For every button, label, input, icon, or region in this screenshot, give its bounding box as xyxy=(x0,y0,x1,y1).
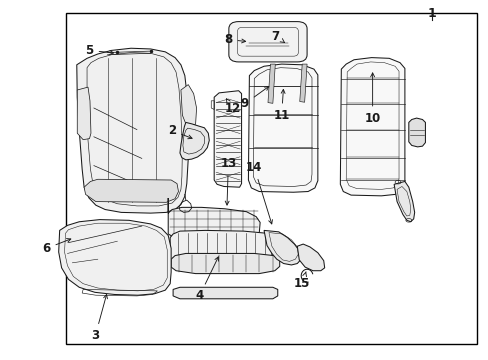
Polygon shape xyxy=(297,244,324,271)
Text: 11: 11 xyxy=(273,89,289,122)
Polygon shape xyxy=(214,91,241,187)
Polygon shape xyxy=(77,48,188,213)
Text: 1: 1 xyxy=(427,7,436,20)
Polygon shape xyxy=(84,179,178,202)
FancyBboxPatch shape xyxy=(228,22,306,62)
Bar xyxy=(66,13,476,344)
Text: 6: 6 xyxy=(42,239,71,255)
Text: 12: 12 xyxy=(224,99,241,115)
Text: 14: 14 xyxy=(245,161,272,224)
Polygon shape xyxy=(173,287,277,299)
Polygon shape xyxy=(171,253,279,274)
Text: 10: 10 xyxy=(364,73,380,125)
Polygon shape xyxy=(248,64,317,192)
Text: 8: 8 xyxy=(224,33,245,46)
Text: 2: 2 xyxy=(168,124,192,139)
Polygon shape xyxy=(264,230,301,265)
Text: 7: 7 xyxy=(271,30,284,42)
Text: 3: 3 xyxy=(91,294,107,342)
Text: 4: 4 xyxy=(195,257,218,302)
Polygon shape xyxy=(267,64,275,103)
Text: 5: 5 xyxy=(85,44,113,57)
Polygon shape xyxy=(180,122,209,160)
Polygon shape xyxy=(168,198,260,239)
Text: 15: 15 xyxy=(293,272,310,290)
Polygon shape xyxy=(393,181,414,222)
Polygon shape xyxy=(59,220,171,295)
Polygon shape xyxy=(408,118,425,147)
Polygon shape xyxy=(340,58,404,196)
Polygon shape xyxy=(181,85,196,126)
Polygon shape xyxy=(299,64,306,102)
Text: 9: 9 xyxy=(241,86,268,110)
Polygon shape xyxy=(170,230,271,271)
Polygon shape xyxy=(77,87,91,140)
Text: 13: 13 xyxy=(220,157,236,205)
